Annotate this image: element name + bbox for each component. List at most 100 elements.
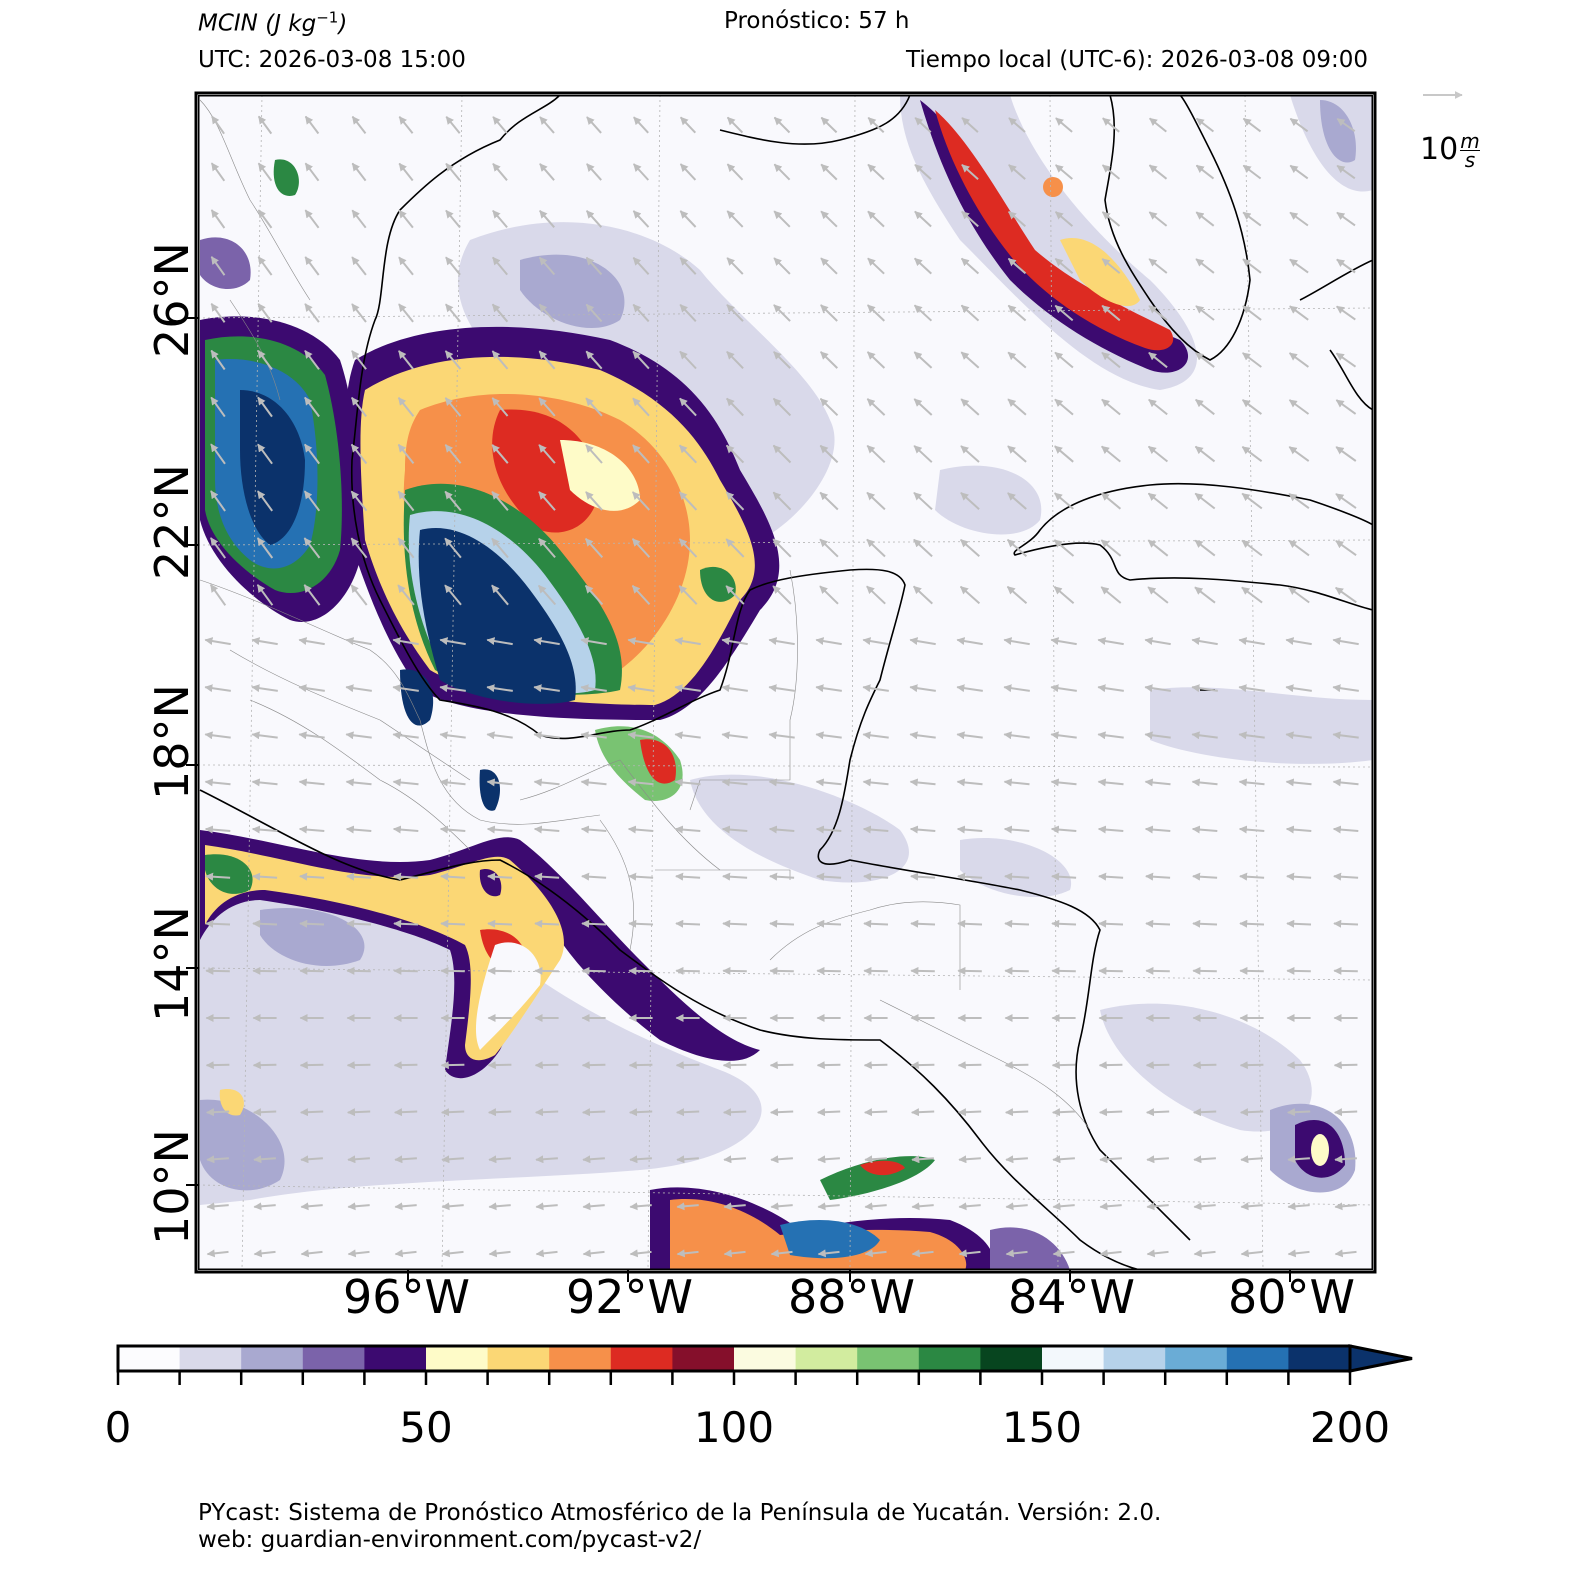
wind-arrow <box>679 397 697 417</box>
wind-arrow <box>347 1155 370 1164</box>
wind-arrow <box>257 396 273 418</box>
wind-arrow <box>632 163 650 181</box>
wind-arrow <box>1194 492 1216 510</box>
wind-arrow <box>205 1061 230 1070</box>
wind-arrow <box>534 919 560 928</box>
colorbar-segment <box>980 1346 1043 1371</box>
wind-arrow <box>725 585 745 605</box>
forecast-hour: Pronóstico: 57 h <box>724 8 910 34</box>
wind-arrow <box>772 538 792 558</box>
wind-arrow <box>679 116 697 134</box>
wind-arrow <box>534 1061 559 1070</box>
wind-arrow <box>1003 731 1030 740</box>
wind-arrow <box>909 637 936 646</box>
wind-arrow <box>256 537 274 559</box>
wind-arrow <box>627 778 654 787</box>
wind-arrow <box>1146 1155 1169 1164</box>
wind-arrow <box>1144 637 1171 646</box>
wind-arrow <box>1144 825 1171 834</box>
wind-arrow <box>1240 1108 1264 1117</box>
wind-arrow <box>392 825 419 834</box>
wind-arrow <box>210 443 226 465</box>
colorbar-label-0: 0 <box>104 1403 132 1452</box>
wind-arrow <box>957 872 983 881</box>
wind-arrow <box>768 684 795 693</box>
wind-arrow <box>863 1061 888 1070</box>
wind-arrow <box>960 257 980 275</box>
wind-arrow <box>676 1249 699 1258</box>
wind-arrow <box>393 1061 418 1070</box>
wind-arrow <box>960 304 980 322</box>
wind-arrow <box>304 303 320 323</box>
wind-arrow <box>815 731 842 740</box>
wind-arrow <box>253 1155 276 1164</box>
wind-arrow <box>819 397 839 417</box>
wind-arrow <box>1146 1108 1170 1117</box>
wind-arrow <box>1098 872 1124 881</box>
wind-arrow <box>394 1202 417 1211</box>
wind-arrow <box>631 538 651 558</box>
variable-name: MCIN <box>198 10 258 37</box>
wind-arrow <box>487 1061 512 1070</box>
wind-arrow <box>535 1108 559 1117</box>
wind-arrow <box>537 584 557 606</box>
wind-arrow <box>491 350 509 370</box>
wind-arrow <box>866 398 886 416</box>
wind-arrow <box>257 349 273 370</box>
wind-arrow <box>1191 825 1218 834</box>
wind-arrow <box>1147 492 1169 510</box>
wind-arrow <box>1145 1061 1170 1070</box>
wind-arrow <box>674 778 701 787</box>
cin-max-tabasco <box>400 669 683 811</box>
wind-arrow <box>1147 445 1169 463</box>
wind-arrow <box>910 919 936 928</box>
wind-arrow <box>768 731 795 740</box>
wind-arrow <box>1005 1108 1029 1117</box>
wind-arrow <box>864 1202 887 1211</box>
wind-arrow <box>956 684 983 693</box>
wind-arrow <box>392 684 419 693</box>
wind-arrow <box>444 537 462 559</box>
wind-arrow <box>1098 919 1124 928</box>
wind-arrow <box>394 1155 417 1164</box>
wind-arrow <box>1193 1108 1217 1117</box>
wind-arrow <box>440 919 466 928</box>
wind-arrow <box>628 919 654 928</box>
wind-arrow <box>1007 445 1027 463</box>
wind-arrow <box>632 350 650 370</box>
wind-arrow <box>444 350 462 370</box>
wind-arrow <box>298 731 325 740</box>
wind-arrow <box>1007 492 1027 510</box>
wind-arrow <box>491 491 509 511</box>
wind-arrow <box>1147 539 1169 557</box>
wind-arrow <box>1333 1061 1358 1070</box>
wind-arrow <box>1242 211 1262 227</box>
wind-arrow <box>257 162 273 182</box>
wind-arrow <box>773 116 791 134</box>
wind-arrow <box>1288 539 1310 557</box>
wind-arrow <box>769 1061 794 1070</box>
wind-arrow <box>866 351 886 369</box>
wind-arrow <box>1101 304 1121 322</box>
wind-arrow <box>398 256 414 276</box>
wind-arrow <box>580 731 607 740</box>
unit-exponent: −1 <box>316 8 339 26</box>
wind-arrow <box>1333 919 1359 928</box>
colorbar-segment <box>549 1346 612 1371</box>
wind-arrow <box>679 304 697 322</box>
wind-arrow <box>397 584 415 606</box>
wind-arrow <box>770 1249 793 1258</box>
wind-arrow <box>632 303 650 323</box>
wind-arrow <box>674 637 701 646</box>
wind-arrow <box>1006 539 1028 557</box>
wind-arrow <box>864 1108 888 1117</box>
wind-arrow <box>441 1155 464 1164</box>
wind-arrow <box>816 872 842 881</box>
wind-arrow <box>304 162 320 182</box>
wind-arrow <box>772 444 792 464</box>
wind-arrow <box>866 444 886 464</box>
wind-arrow <box>816 1061 841 1070</box>
wind-arrow <box>533 778 560 787</box>
wind-arrow <box>585 210 603 228</box>
wind-arrow <box>204 637 231 646</box>
